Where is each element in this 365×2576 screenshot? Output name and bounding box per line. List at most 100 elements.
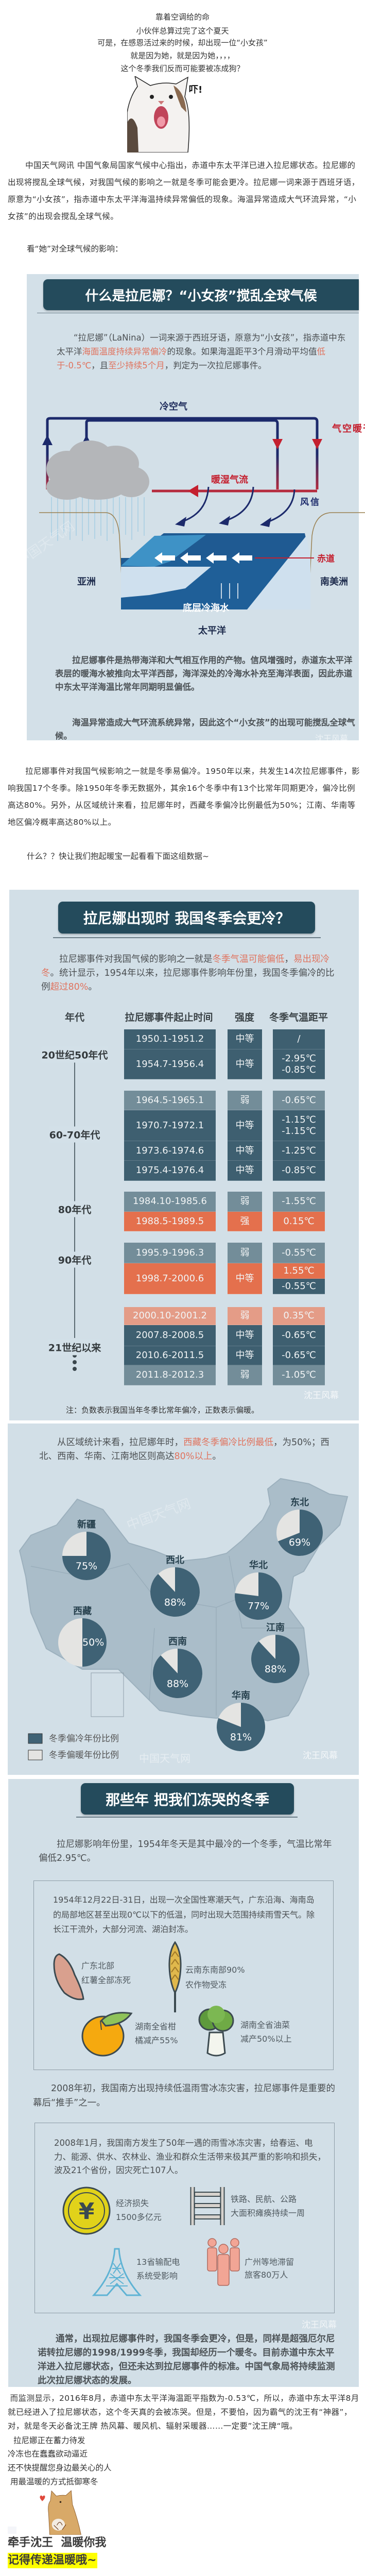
shocked-cat-sticker: 吓!	[127, 75, 207, 153]
intro-line: 小伙伴总算过完了这个夏天	[136, 26, 229, 36]
event-strength-cell: 弱	[228, 1307, 262, 1325]
event-period-cell: 1998.7-2000.6	[124, 1263, 216, 1294]
intro-line: 就是因为她，就是因为她，，，，	[130, 51, 235, 60]
arrow-down-icon	[312, 439, 322, 449]
event-strength-cell: 弱	[228, 1243, 262, 1263]
temperature-anomaly-cell: -1.15℃ -1.15℃	[273, 1110, 325, 1141]
arrow-icon	[260, 517, 271, 527]
impact-label: 13省输配电	[136, 2257, 180, 2267]
closing-line: 拉尼娜正在蓄力待发	[13, 2436, 85, 2445]
timeline-line	[74, 1062, 75, 1338]
anomaly-value: -0.65℃	[282, 1350, 316, 1361]
intro-line: 可是，在感恩活过来的时候，却出现一位“小女孩”	[97, 38, 268, 47]
event-period-cell: 2010.6-2011.5	[124, 1346, 216, 1365]
anomaly-value: -2.95℃	[282, 1053, 316, 1064]
arrow-down-icon	[272, 439, 283, 449]
anomaly-value: 0.35℃	[283, 1310, 315, 1321]
temperature-anomaly-cell: -0.65℃	[273, 1325, 325, 1346]
event-2008-intro: 2008年初，我国南方出现持续低温雨雪冰冻灾害，拉尼娜事件是重要的幕后“推手”之…	[33, 2083, 336, 2108]
temperature-anomaly-cell: -1.25℃	[273, 1141, 325, 1161]
cold-air-label: 冷空气	[160, 401, 187, 412]
pie-slice-cold	[62, 1532, 111, 1580]
temperature-anomaly-cell: -0.65℃	[273, 1346, 325, 1365]
praying-cat-sticker	[40, 2490, 81, 2535]
warm-winter-text: 通常，出现拉尼娜事件时，我国冬季会更冷，但是，同样是超强厄尔尼诺转拉尼娜的199…	[38, 2334, 335, 2386]
highlight-segment: 冬季气温可能偏低	[212, 954, 285, 964]
title-divider	[53, 937, 321, 938]
china-map-pie-chart: 新疆 75% 东北 69% 西北 88% 华北 77% 西藏 50% 西南 88% 江南 88% 华南 81%…	[19, 1478, 349, 1765]
table-header: 冬季气温距平	[269, 1012, 328, 1023]
upwelling-arrows	[221, 583, 238, 599]
arrow-icon	[175, 517, 186, 527]
intro-line: 这个冬季我们反而可能要被冻成狗？	[120, 64, 245, 73]
event-1954-box	[33, 1880, 334, 2070]
impact-label: 大面积瘫痪持续一周	[231, 2208, 305, 2218]
event-period-cell: 2000.10-2001.2	[124, 1307, 216, 1325]
decade-label: 80年代	[58, 1201, 92, 1217]
region-label: 江南	[266, 1622, 285, 1633]
crop-label: 广东北部	[81, 1961, 115, 1971]
warm-moist-flow-label: 暖湿气流	[211, 474, 248, 485]
region-label: 西北	[166, 1555, 184, 1566]
highlight-segment: 西藏冬季偏冷比例最低	[183, 1437, 273, 1448]
text-segment: ，为50%；西北、西南、华南、江南地区则高达	[39, 1437, 329, 1462]
highlight-segment: 易出现冷冬	[41, 954, 329, 978]
watermark: 中国天气网	[139, 1752, 190, 1765]
event-period-cell: 1988.5-1989.5	[124, 1212, 216, 1231]
legend-label-cold: 冬季偏冷年份比例	[49, 1734, 119, 1744]
anomaly-value: -1.05℃	[282, 1369, 316, 1380]
temperature-anomaly-cell: 1.55℃	[273, 1263, 325, 1279]
text-segment: ，且	[91, 361, 109, 370]
region-label: 华北	[249, 1560, 268, 1571]
event-strength-cell: 中等	[228, 1049, 262, 1079]
arrow-icon	[219, 516, 230, 526]
yuan-coin-icon: ¥	[62, 2187, 111, 2235]
legend-swatch-warm	[28, 1750, 43, 1760]
anomaly-value: -0.65℃	[282, 1094, 316, 1106]
event-strength-cell: 中等	[228, 1141, 262, 1161]
watermark: 沈王风幕	[315, 734, 349, 743]
pie-percent-label: 88%	[265, 1664, 286, 1675]
event-period-cell: 2011.8-2012.3	[124, 1365, 216, 1385]
watermark: 沈王风幕	[304, 1391, 339, 1401]
highlight-segment: 低于-0.5℃	[57, 347, 325, 370]
timeline-dot	[73, 1360, 77, 1364]
highlighted-reminder: 记得传递温暖哦~	[8, 2553, 98, 2568]
timeline-dot	[73, 1367, 77, 1371]
surface-current-arrows	[154, 552, 252, 564]
watermark: 中国天气网	[14, 519, 78, 570]
temperature-anomaly-cell: -0.85℃	[273, 1161, 325, 1181]
pie-percent-label: 77%	[248, 1600, 269, 1612]
equator-label: 赤道	[317, 553, 335, 564]
south-china-sea-inset	[91, 1672, 124, 1717]
sticker-text: 吓!	[189, 84, 202, 95]
arrow-left-icon	[188, 485, 198, 497]
region-label: 东北	[290, 1497, 309, 1508]
circulation-loop	[46, 417, 319, 493]
crop-label: 湖南全省油菜	[240, 2020, 290, 2030]
event-strength-cell: 弱	[228, 1365, 262, 1385]
slogan: 牵手沈王 温暖你我	[8, 2536, 107, 2549]
text-segment: 的现象。如果海温距平3个月滑动平均值	[167, 347, 317, 357]
power-tower-icon	[92, 2248, 142, 2296]
region-label: 西南	[168, 1636, 187, 1647]
data-intro-line: 什么？？快让我们抱起暖宝一起看看下面这组数据~	[27, 852, 209, 861]
event-2008-box	[34, 2123, 335, 2313]
temperature-anomaly-cell: /	[273, 1029, 325, 1049]
temperature-anomaly-cell: -1.05℃	[273, 1365, 325, 1385]
anomaly-value: -1.25℃	[282, 1145, 316, 1156]
trade-wind-label: 信风	[298, 497, 319, 507]
pie-slice-cold	[82, 1618, 107, 1667]
pacific-label: 太平洋	[198, 625, 226, 636]
watermark: 沈王风幕	[302, 2320, 337, 2330]
text-segment: 。	[88, 982, 97, 992]
wheat-icon	[168, 1941, 182, 2012]
impact-label: 旅客80万人	[245, 2270, 288, 2280]
pie-slice-cold	[216, 1703, 265, 1751]
timeline-dot	[73, 1353, 77, 1358]
event-strength-cell: 弱	[228, 1192, 262, 1212]
svg-text:¥: ¥	[79, 2198, 95, 2225]
event-strength-cell: 中等	[228, 1263, 262, 1294]
event-strength-cell: 中等	[228, 1110, 262, 1141]
trade-wind-arrows	[182, 486, 296, 523]
